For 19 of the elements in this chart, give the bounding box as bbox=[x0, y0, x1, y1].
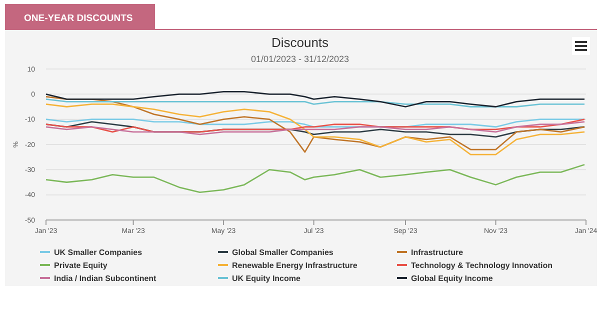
legend-label: Technology & Technology Innovation bbox=[411, 261, 553, 270]
line-series bbox=[45, 118, 586, 133]
line-series bbox=[45, 104, 586, 156]
legend-label: Private Equity bbox=[54, 261, 108, 270]
legend-label: UK Smaller Companies bbox=[54, 248, 143, 257]
line-series bbox=[45, 90, 586, 108]
chart-title: Discounts bbox=[271, 35, 330, 50]
line-series bbox=[45, 96, 586, 153]
legend-label: UK Equity Income bbox=[232, 274, 302, 283]
legend-label: India / Indian Subcontinent bbox=[54, 274, 157, 283]
chart-subtitle: 01/01/2023 - 31/12/2023 bbox=[250, 54, 350, 64]
legend-label: Global Smaller Companies bbox=[232, 248, 334, 257]
line-series bbox=[45, 164, 586, 194]
line-series bbox=[45, 118, 586, 128]
text: ONE-YEAR DISCOUNTS bbox=[24, 13, 133, 24]
legend-label: Renewable Energy Infrastructure bbox=[232, 261, 358, 270]
legend-label: Infrastructure bbox=[411, 248, 464, 257]
line-series bbox=[45, 98, 586, 108]
legend-label: Global Equity Income bbox=[411, 274, 494, 283]
